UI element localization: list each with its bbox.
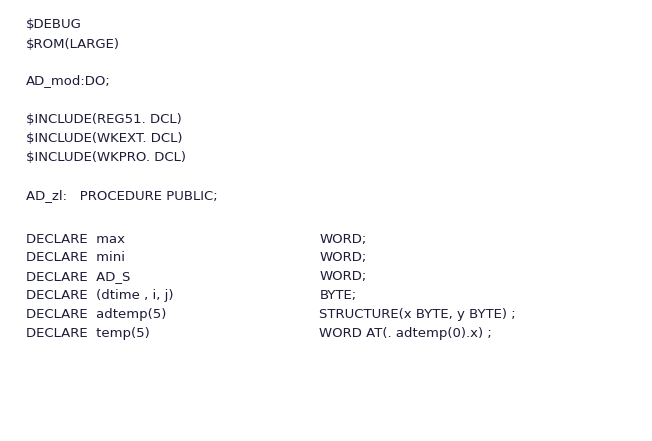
Text: DECLARE  max: DECLARE max <box>26 232 125 246</box>
Text: WORD;: WORD; <box>319 251 366 265</box>
Text: WORD AT(. adtemp(0).x) ;: WORD AT(. adtemp(0).x) ; <box>319 327 492 340</box>
Text: WORD;: WORD; <box>319 232 366 246</box>
Text: AD_zl:   PROCEDURE PUBLIC;: AD_zl: PROCEDURE PUBLIC; <box>26 189 218 202</box>
Text: $INCLUDE(WKEXT. DCL): $INCLUDE(WKEXT. DCL) <box>26 132 183 146</box>
Text: DECLARE  mini: DECLARE mini <box>26 251 125 265</box>
Text: $INCLUDE(REG51. DCL): $INCLUDE(REG51. DCL) <box>26 113 182 127</box>
Text: AD_mod:DO;: AD_mod:DO; <box>26 74 111 87</box>
Text: $INCLUDE(WKPRO. DCL): $INCLUDE(WKPRO. DCL) <box>26 151 186 164</box>
Text: DECLARE  AD_S: DECLARE AD_S <box>26 270 130 284</box>
Text: WORD;: WORD; <box>319 270 366 284</box>
Text: DECLARE  temp(5): DECLARE temp(5) <box>26 327 150 340</box>
Text: STRUCTURE(x BYTE, y BYTE) ;: STRUCTURE(x BYTE, y BYTE) ; <box>319 308 516 321</box>
Text: DECLARE  (dtime , i, j): DECLARE (dtime , i, j) <box>26 289 173 303</box>
Text: BYTE;: BYTE; <box>319 289 357 303</box>
Text: $ROM(LARGE): $ROM(LARGE) <box>26 37 120 51</box>
Text: DECLARE  adtemp(5): DECLARE adtemp(5) <box>26 308 166 321</box>
Text: $DEBUG: $DEBUG <box>26 18 82 31</box>
